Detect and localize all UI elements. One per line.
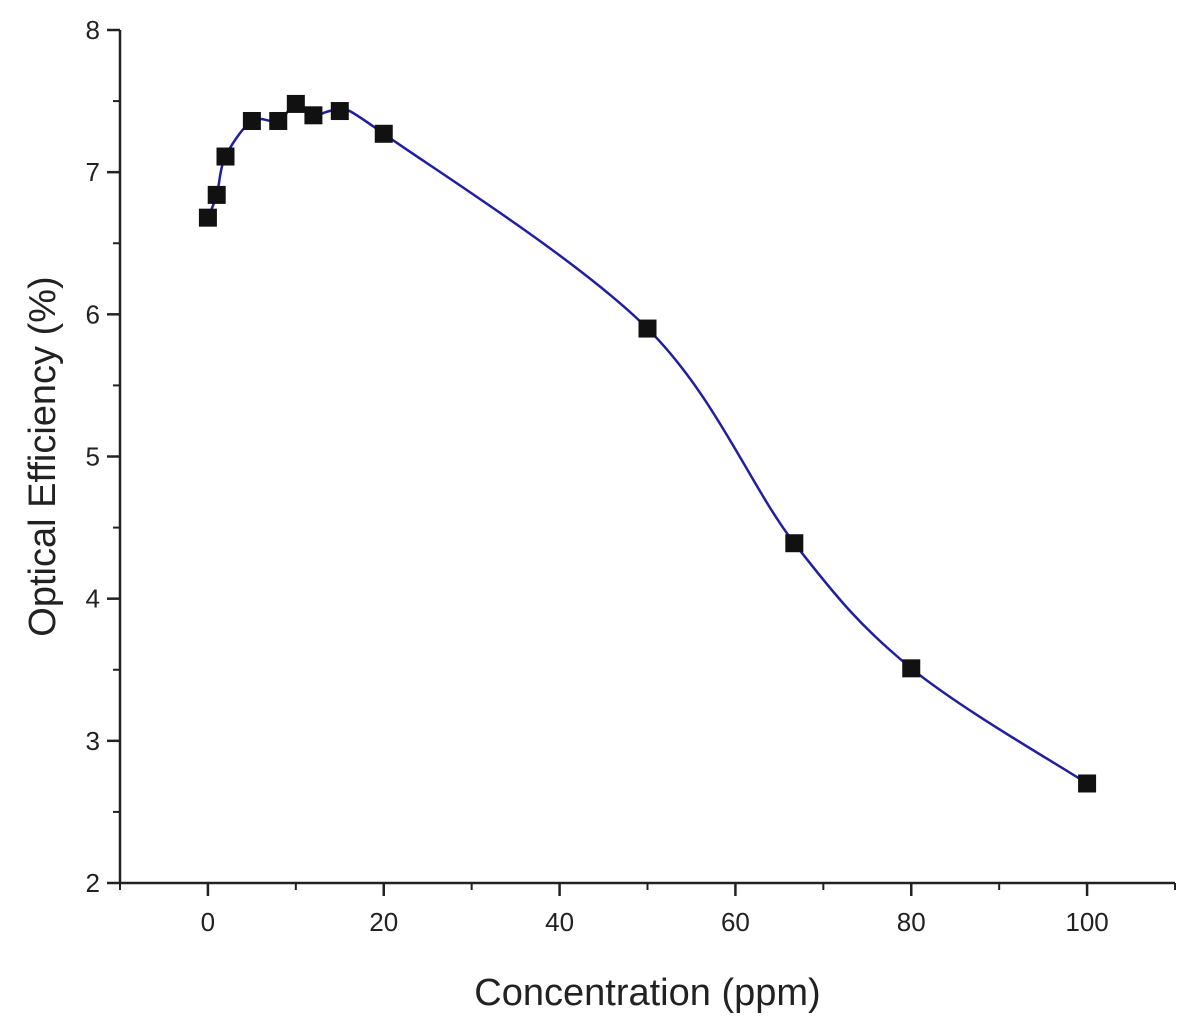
data-point	[638, 319, 657, 338]
data-point	[242, 111, 261, 130]
y-tick-label: 7	[86, 157, 100, 187]
y-tick-label: 4	[86, 584, 100, 614]
data-point	[304, 106, 323, 125]
data-point	[198, 208, 217, 227]
x-axis-title: Concentration (ppm)	[474, 972, 820, 1014]
data-point	[1078, 774, 1097, 793]
data-point	[785, 534, 804, 553]
x-tick-label: 100	[1065, 907, 1108, 937]
data-point	[207, 185, 226, 204]
y-tick-label: 5	[86, 442, 100, 472]
x-tick-label: 40	[545, 907, 574, 937]
y-tick-label: 3	[86, 726, 100, 756]
data-point	[374, 124, 393, 143]
fit-curve	[206, 102, 1088, 785]
x-tick-label: 60	[721, 907, 750, 937]
y-tick-label: 6	[86, 299, 100, 329]
x-tick-label: 0	[201, 907, 215, 937]
y-tick-labels: 2 3 4 5 6 7 8	[86, 15, 100, 898]
y-axis-title: Optical Efficiency (%)	[22, 276, 64, 636]
data-point	[330, 102, 349, 121]
data-markers	[198, 94, 1097, 793]
x-tick-label: 20	[369, 907, 398, 937]
minor-ticks	[113, 100, 1176, 890]
data-point	[286, 94, 305, 113]
y-tick-label: 2	[86, 868, 100, 898]
x-tick-label: 80	[897, 907, 926, 937]
x-tick-labels: 0 20 40 60 80 100	[201, 907, 1109, 937]
data-point	[216, 147, 235, 166]
data-point	[269, 111, 288, 130]
y-tick-label: 8	[86, 15, 100, 45]
data-point	[902, 659, 921, 678]
major-ticks	[107, 28, 1089, 896]
